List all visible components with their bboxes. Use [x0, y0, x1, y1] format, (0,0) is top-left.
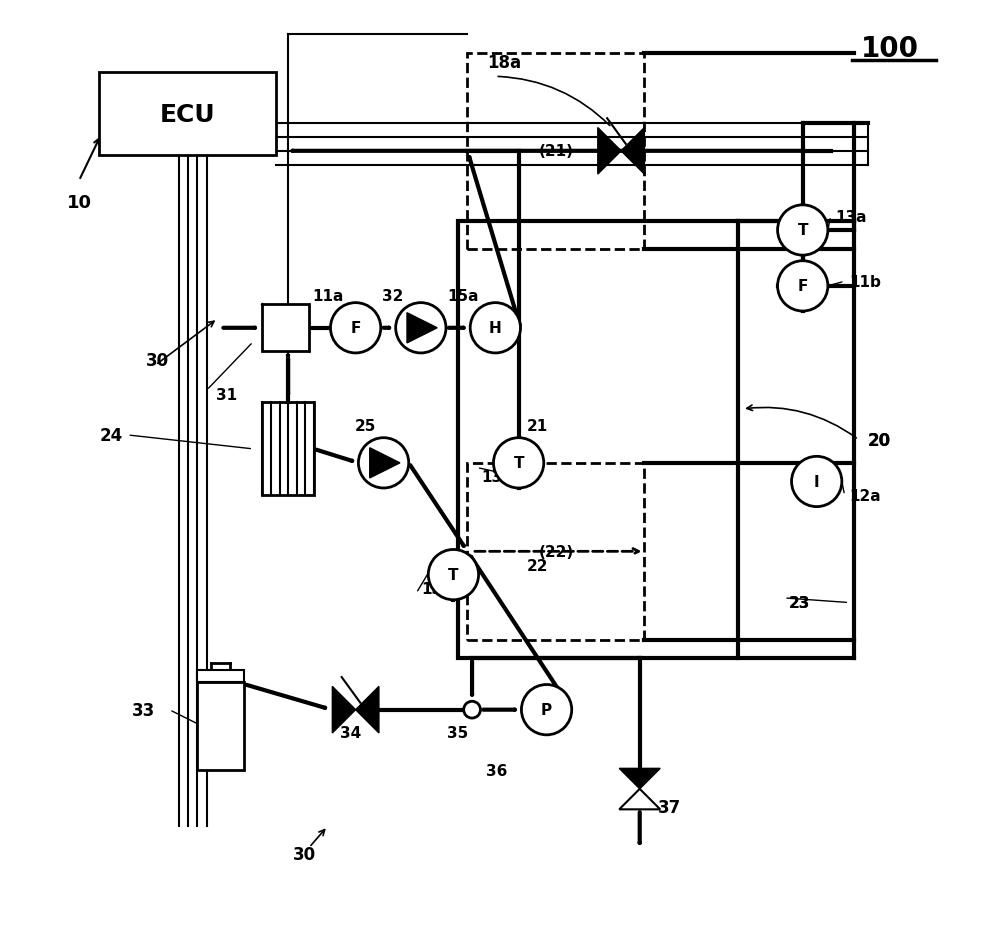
Bar — [467, 54, 644, 249]
Bar — [197, 682, 244, 770]
Polygon shape — [332, 687, 356, 733]
Text: 33: 33 — [132, 701, 155, 719]
Text: 12a: 12a — [849, 489, 881, 504]
Text: 34: 34 — [340, 725, 362, 740]
Text: 31: 31 — [216, 388, 237, 402]
Text: 25: 25 — [354, 418, 376, 433]
Text: 10: 10 — [67, 194, 92, 212]
Text: ECU: ECU — [160, 102, 216, 126]
Polygon shape — [598, 128, 621, 175]
Polygon shape — [370, 448, 400, 478]
Text: 13c: 13c — [421, 581, 451, 596]
Polygon shape — [619, 789, 660, 810]
Bar — [262, 402, 314, 496]
Circle shape — [358, 438, 409, 489]
Text: F: F — [350, 321, 361, 336]
Circle shape — [792, 457, 842, 507]
Text: 24: 24 — [99, 427, 123, 445]
Text: T: T — [448, 567, 459, 582]
Polygon shape — [619, 768, 660, 789]
Text: T: T — [513, 456, 524, 471]
Text: H: H — [489, 321, 502, 336]
Text: T: T — [797, 224, 808, 239]
Text: 13a: 13a — [835, 210, 867, 225]
Circle shape — [396, 303, 446, 354]
Text: 15a: 15a — [447, 288, 478, 303]
Text: I: I — [814, 475, 820, 490]
Text: 32: 32 — [382, 288, 404, 303]
Bar — [262, 305, 309, 352]
Circle shape — [493, 438, 544, 489]
Circle shape — [470, 303, 520, 354]
Text: 23: 23 — [789, 595, 810, 610]
Text: 22: 22 — [527, 558, 548, 573]
Text: 36: 36 — [486, 763, 507, 778]
Text: (21): (21) — [538, 144, 573, 159]
Bar — [458, 222, 738, 659]
Text: 23: 23 — [789, 595, 810, 610]
Circle shape — [428, 549, 479, 600]
Bar — [99, 73, 276, 156]
Circle shape — [521, 685, 572, 735]
Polygon shape — [407, 314, 437, 344]
Text: 35: 35 — [447, 725, 469, 740]
Text: 20: 20 — [868, 431, 891, 449]
Text: P: P — [541, 702, 552, 717]
Polygon shape — [621, 128, 644, 175]
Text: 13b: 13b — [481, 470, 513, 485]
Text: 11b: 11b — [849, 274, 881, 289]
Circle shape — [778, 261, 828, 312]
Text: F: F — [798, 279, 808, 294]
Circle shape — [778, 206, 828, 256]
Text: 20: 20 — [868, 431, 891, 449]
Bar — [467, 463, 644, 640]
Text: 11a: 11a — [312, 288, 343, 303]
Text: 21: 21 — [527, 418, 548, 433]
Text: 30: 30 — [293, 845, 316, 863]
Text: 30: 30 — [146, 352, 169, 370]
Bar — [197, 670, 244, 682]
Circle shape — [330, 303, 381, 354]
Circle shape — [464, 702, 480, 718]
Text: 100: 100 — [861, 36, 919, 64]
Text: 37: 37 — [658, 798, 682, 816]
Text: (22): (22) — [538, 544, 574, 559]
Polygon shape — [356, 687, 379, 733]
Text: 18a: 18a — [488, 54, 522, 72]
